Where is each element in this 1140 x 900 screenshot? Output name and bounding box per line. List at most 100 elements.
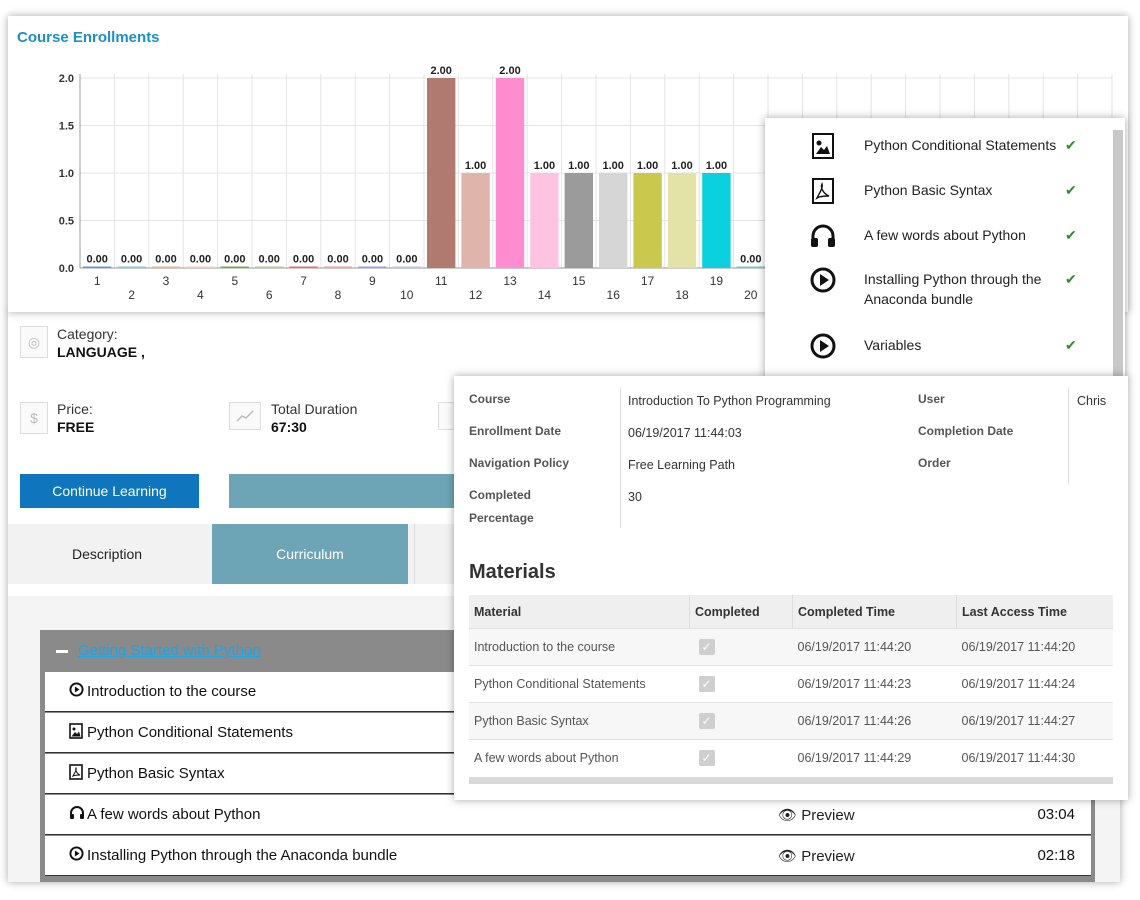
y-tick-label: 0.0 — [59, 263, 74, 275]
side-material-title: A few words about Python — [864, 227, 1026, 243]
last-access-time: 06/19/2017 11:44:30 — [956, 739, 1113, 776]
x-tick-label: 13 — [503, 274, 517, 288]
bar — [289, 266, 318, 268]
data-label: 0.00 — [121, 254, 142, 266]
lesson-duration: 03:04 — [1037, 806, 1075, 823]
bar — [736, 266, 765, 268]
preview-label: Preview — [801, 806, 855, 824]
preview-link[interactable]: 👁 Preview — [778, 847, 855, 865]
data-label: 2.00 — [499, 65, 520, 77]
headphones-icon — [809, 222, 837, 250]
lesson-row[interactable]: Installing Python through the Anaconda b… — [45, 836, 1091, 876]
bar — [564, 173, 593, 268]
pdf-file-icon — [809, 177, 837, 205]
lesson-row[interactable]: A few words about Python 👁 Preview 03:04 — [45, 795, 1091, 835]
play-circle-icon — [69, 846, 84, 865]
column-header[interactable]: Completed — [689, 595, 793, 629]
tab-curriculum[interactable]: Curriculum — [212, 524, 408, 584]
scrollbar[interactable] — [1113, 130, 1123, 380]
completed-time: 06/19/2017 11:44:29 — [792, 739, 957, 776]
x-tick-label: 3 — [163, 274, 170, 288]
tab-description[interactable]: Description — [8, 524, 206, 584]
data-label: 1.00 — [568, 160, 589, 172]
order-label: Order — [918, 456, 951, 470]
completed-checkbox[interactable]: ✓ — [698, 750, 715, 766]
data-label: 0.00 — [258, 254, 279, 266]
preview-link[interactable]: 👁 Preview — [778, 806, 855, 824]
bar — [151, 266, 181, 268]
y-tick-label: 1.5 — [59, 121, 74, 133]
data-label: 1.00 — [534, 160, 555, 172]
image-file-icon — [69, 722, 83, 743]
last-access-time: 06/19/2017 11:44:27 — [956, 702, 1113, 740]
eye-icon: 👁 — [778, 847, 798, 865]
bar — [220, 266, 249, 268]
enrollment-date-value: 06/19/2017 11:44:03 — [628, 426, 742, 440]
data-label: 0.00 — [396, 254, 417, 266]
material-name: Python Conditional Statements — [469, 665, 690, 703]
collapse-icon[interactable] — [56, 649, 68, 653]
dollar-icon: $ — [20, 402, 48, 434]
column-header[interactable]: Material — [469, 595, 690, 629]
category-value: LANGUAGE , — [57, 344, 145, 360]
completed-label: Completed — [469, 488, 532, 502]
completed-checkbox[interactable]: ✓ — [698, 639, 715, 655]
x-tick-label: 18 — [675, 288, 689, 302]
play-circle-icon — [809, 332, 837, 360]
data-label: 0.00 — [86, 254, 107, 266]
secondary-action-button[interactable] — [229, 474, 469, 508]
x-tick-label: 4 — [197, 288, 204, 302]
enrollment-date-label: Enrollment Date — [469, 424, 562, 438]
x-tick-label: 9 — [369, 274, 376, 288]
material-name: Python Basic Syntax — [469, 702, 690, 740]
completed-cell: ✓ — [689, 739, 793, 776]
image-file-icon — [809, 132, 837, 160]
continue-learning-button[interactable]: Continue Learning — [20, 474, 199, 508]
lesson-title: Introduction to the course — [87, 683, 257, 700]
data-label: 0.00 — [740, 254, 761, 266]
completed-time: 06/19/2017 11:44:23 — [792, 665, 957, 703]
chart-line-icon — [229, 402, 261, 430]
data-label: 1.00 — [671, 160, 692, 172]
material-name: Introduction to the course — [469, 628, 690, 666]
x-tick-label: 17 — [641, 274, 655, 288]
y-tick-label: 2.0 — [59, 73, 74, 85]
lesson-title: Python Basic Syntax — [87, 765, 225, 782]
table-scrollbar[interactable] — [469, 777, 1113, 784]
bar — [427, 78, 456, 268]
bar — [323, 266, 353, 268]
section-header[interactable]: Getting Started with Python — [56, 642, 261, 659]
x-tick-label: 8 — [335, 288, 342, 302]
x-tick-label: 2 — [128, 288, 135, 302]
section-title-link[interactable]: Getting Started with Python — [78, 642, 261, 659]
completed-time: 06/19/2017 11:44:20 — [792, 628, 957, 666]
user-value: Chris — [1077, 394, 1107, 408]
bar — [117, 266, 146, 268]
completed-cell: ✓ — [689, 665, 793, 703]
eye-icon: 👁 — [778, 806, 798, 824]
pdf-file-icon — [69, 763, 83, 784]
side-material-title: Variables — [864, 337, 922, 353]
completed-percentage-value: 30 — [628, 490, 642, 504]
data-label: 0.00 — [190, 254, 211, 266]
y-tick-label: 1.0 — [59, 168, 74, 180]
check-icon: ✔ — [1065, 337, 1077, 353]
course-label: Course — [469, 392, 511, 406]
column-header[interactable]: Last Access Time — [956, 595, 1113, 629]
user-label: User — [918, 392, 945, 406]
column-header[interactable]: Completed Time — [792, 595, 957, 629]
x-tick-label: 12 — [469, 288, 483, 302]
completed-checkbox[interactable]: ✓ — [698, 713, 715, 729]
completed-cell: ✓ — [689, 702, 793, 740]
play-circle-icon — [809, 266, 837, 294]
check-icon: ✔ — [1065, 271, 1077, 287]
completed-checkbox[interactable]: ✓ — [698, 676, 715, 692]
preview-label: Preview — [801, 847, 855, 865]
bar — [392, 266, 421, 268]
completed-cell: ✓ — [689, 628, 793, 666]
data-label: 0.00 — [362, 254, 383, 266]
enrollment-detail-panel: Course Introduction To Python Programmin… — [454, 376, 1128, 800]
completed-time: 06/19/2017 11:44:26 — [792, 702, 957, 740]
bar — [633, 173, 662, 268]
data-label: 2.00 — [430, 65, 451, 77]
